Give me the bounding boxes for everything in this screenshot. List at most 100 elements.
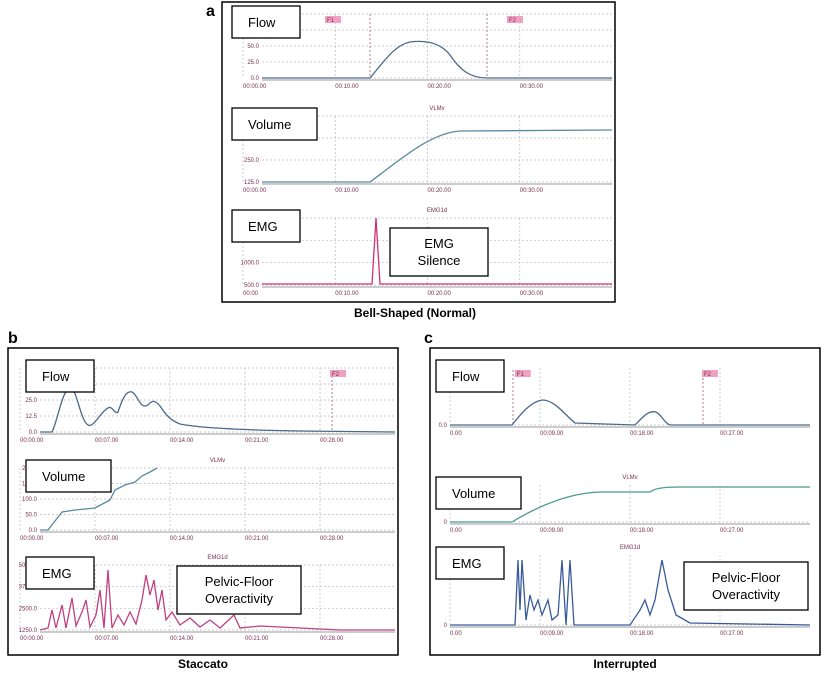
label-box: [25, 556, 95, 590]
x-tick-label: 00:18.00: [630, 431, 654, 437]
trace-label: Volume: [42, 469, 85, 484]
flow-trace: [262, 40, 612, 79]
trace-label: EMG: [42, 566, 72, 581]
x-tick-label: 00:14.00: [170, 438, 194, 444]
x-tick-label: 0.00: [450, 528, 462, 534]
x-tick-label: 00:09.00: [540, 528, 564, 534]
volume-trace: [40, 467, 158, 531]
trace-label: Flow: [452, 369, 480, 384]
traces: [39, 14, 811, 631]
marker-flag: [330, 370, 346, 377]
marker-label: F2: [509, 18, 517, 24]
plot-title: VLMv: [622, 475, 637, 481]
y-tick-label: 2500.0: [19, 606, 38, 612]
y-tick-label: 1000.0: [241, 261, 260, 267]
y-tick-label: 50.0: [25, 513, 37, 519]
x-tick-label: 00:28.00: [320, 536, 344, 542]
marker-label: F1: [517, 372, 525, 378]
y-tick-label: 0.0: [251, 76, 260, 82]
label-box: [231, 107, 318, 141]
label-box: [435, 359, 505, 393]
marker-label: F2: [704, 372, 712, 378]
panel-caption: Bell-Shaped (Normal): [354, 306, 476, 320]
x-tick-label: 00:18.00: [630, 528, 654, 534]
y-tick-label: 25.0: [25, 398, 37, 404]
trace-label: Flow: [42, 369, 70, 384]
x-tick-label: 00:30.00: [520, 188, 544, 194]
label-box: [435, 546, 505, 580]
panel-letter: a: [206, 3, 215, 20]
emg-trace: [39, 569, 395, 631]
x-tick-label: 00:27.00: [720, 431, 744, 437]
x-tick-label: 00:30.00: [520, 291, 544, 297]
x-tick-label: 00:00.00: [20, 636, 44, 642]
y-tick-label: 12.5: [25, 414, 37, 420]
volume-trace: [262, 129, 613, 183]
panel-letter: c: [424, 330, 433, 347]
x-tick-label: 00:21.00: [245, 536, 269, 542]
x-tick-label: 00:14.00: [170, 536, 194, 542]
x-tick-label: 00:09.00: [540, 431, 564, 437]
x-tick-label: 0.00: [450, 431, 462, 437]
y-tick-label: 0.0: [29, 430, 38, 436]
callout-text: Silence: [418, 253, 461, 268]
x-tick-label: 00:20.00: [428, 84, 452, 90]
emg-trace: [450, 559, 811, 626]
callout-box: [389, 227, 489, 277]
y-tick-label: 0.0: [439, 423, 448, 429]
x-tick-label: 00:30.00: [520, 84, 544, 90]
x-tick-label: 00:07.00: [95, 536, 119, 542]
x-tick-label: 00:07.00: [95, 636, 119, 642]
x-tick-label: 00:20.00: [428, 291, 452, 297]
x-tick-label: 00:00.00: [20, 536, 44, 542]
x-tick-label: 00:00.00: [243, 84, 267, 90]
flow-trace: [450, 399, 810, 426]
x-tick-label: 00:10.00: [335, 291, 359, 297]
y-tick-label: 50.0: [247, 44, 259, 50]
marker-flag: [325, 16, 341, 23]
trace-label: Flow: [248, 15, 276, 30]
plot-title: VLMv: [429, 106, 444, 112]
x-tick-label: 00:28.00: [320, 438, 344, 444]
marker-label: F2: [332, 372, 340, 378]
plot-title: EMG1d: [620, 545, 640, 551]
x-tick-label: 00:00.00: [243, 188, 267, 194]
flow-trace: [40, 387, 396, 433]
label-box: [25, 459, 112, 493]
y-tick-label: 1250.0: [19, 628, 38, 634]
plot-title: VLMv: [210, 458, 225, 464]
trace-label: Volume: [452, 486, 495, 501]
marker-flag: [507, 16, 523, 23]
y-tick-label: 0: [444, 520, 448, 526]
marker-flag: [514, 370, 531, 377]
x-tick-label: 00:28.00: [320, 636, 344, 642]
x-tick-label: 00:27.00: [720, 528, 744, 534]
trace-label: Volume: [248, 117, 291, 132]
x-tick-label: 00:00: [243, 291, 259, 297]
y-tick-label: 0.0: [29, 528, 38, 534]
label-box: [25, 359, 95, 393]
trace-label: EMG: [452, 556, 482, 571]
marker-label: F1: [327, 18, 335, 24]
x-tick-label: 00:09.00: [540, 631, 564, 637]
y-tick-label: 0: [444, 623, 448, 629]
callout-text: Overactivity: [205, 591, 273, 606]
y-tick-label: 125.0: [244, 180, 260, 186]
x-tick-label: 0.00: [450, 631, 462, 637]
x-tick-label: 00:20.00: [428, 188, 452, 194]
x-tick-label: 00:14.00: [170, 636, 194, 642]
x-tick-label: 00:21.00: [245, 438, 269, 444]
x-tick-label: 00:10.00: [335, 188, 359, 194]
emg-trace: [262, 217, 612, 285]
x-tick-label: 00:18.00: [630, 631, 654, 637]
x-tick-label: 00:10.00: [335, 84, 359, 90]
label-box: [231, 209, 301, 243]
y-tick-label: 25.0: [247, 60, 259, 66]
callout-text: EMG: [424, 236, 454, 251]
panel-letter: b: [8, 330, 18, 347]
y-tick-label: 500.0: [244, 283, 260, 289]
plot-title: EMG1d: [207, 555, 227, 561]
callout-text: Pelvic-Floor: [205, 574, 274, 589]
x-tick-label: 00:00.00: [20, 438, 44, 444]
volume-trace: [450, 486, 810, 523]
